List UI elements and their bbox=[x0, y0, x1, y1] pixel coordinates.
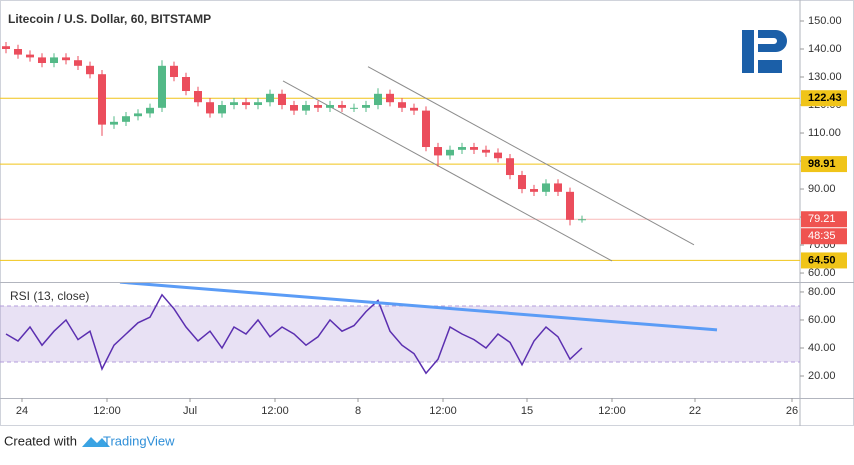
footer-prefix: Created with bbox=[4, 433, 77, 448]
x-tick-label: 12:00 bbox=[598, 405, 626, 417]
y-tick-label: 40.00 bbox=[808, 342, 836, 354]
trendline bbox=[282, 80, 613, 262]
x-tick-label: 26 bbox=[786, 405, 798, 417]
candle-body bbox=[110, 121, 118, 125]
candle-body bbox=[122, 116, 130, 122]
candle-body bbox=[374, 93, 382, 106]
x-tick-label: 15 bbox=[521, 405, 533, 417]
y-tick-label: 80.00 bbox=[808, 286, 836, 298]
y-tick-label: 90.00 bbox=[808, 183, 836, 195]
candle-body bbox=[26, 54, 34, 58]
candle-body bbox=[134, 113, 142, 117]
candle-body bbox=[38, 57, 46, 64]
candle-body bbox=[14, 49, 22, 55]
candle-body bbox=[338, 105, 346, 108]
candle-body bbox=[278, 93, 286, 106]
candle-body bbox=[254, 102, 262, 106]
y-tick-label: 60.00 bbox=[808, 267, 836, 279]
candle-body bbox=[566, 191, 574, 220]
y-tick-label: 110.00 bbox=[808, 127, 841, 139]
candle-body bbox=[206, 102, 214, 114]
candle-body bbox=[494, 152, 502, 159]
candle-body bbox=[50, 57, 58, 64]
candle-body bbox=[398, 102, 406, 108]
axes: 60.0070.0080.0090.00100.00110.00120.0013… bbox=[16, 15, 847, 417]
candle-body bbox=[350, 107, 358, 109]
y-tick-label: 140.00 bbox=[808, 43, 842, 55]
candle-body bbox=[482, 149, 490, 153]
brand-icon bbox=[82, 437, 110, 447]
candle-body bbox=[446, 149, 454, 156]
logo bbox=[742, 30, 787, 73]
candle-body bbox=[302, 105, 310, 111]
candle-body bbox=[506, 158, 514, 176]
rsi-line bbox=[5, 293, 583, 375]
candle-body bbox=[290, 105, 298, 111]
candle-body bbox=[410, 107, 418, 111]
countdown-label: 48:35 bbox=[808, 230, 836, 242]
candle-body bbox=[218, 105, 226, 114]
x-tick-label: 12:00 bbox=[261, 405, 289, 417]
trendline bbox=[367, 66, 695, 246]
rsi-band bbox=[0, 305, 800, 363]
y-tick-label: 60.00 bbox=[808, 314, 836, 326]
y-tick-label: 130.00 bbox=[808, 71, 842, 83]
candle-body bbox=[74, 60, 82, 66]
candle-body bbox=[2, 46, 10, 50]
candle-body bbox=[314, 105, 322, 108]
candle-body bbox=[170, 65, 178, 78]
candle-body bbox=[266, 93, 274, 103]
price-pane bbox=[0, 42, 800, 262]
last-price-label: 79.21 bbox=[808, 213, 836, 225]
x-tick-label: 12:00 bbox=[93, 405, 121, 417]
chart-title: Litecoin / U.S. Dollar, 60, BITSTAMP bbox=[8, 12, 211, 26]
candle-body bbox=[434, 147, 442, 156]
level-label-box bbox=[801, 252, 847, 269]
countdown-box bbox=[801, 228, 847, 245]
rsi-pane bbox=[0, 283, 800, 375]
rsi-title: RSI (13, close) bbox=[10, 289, 89, 303]
y-tick-label: 20.00 bbox=[808, 370, 836, 382]
trendline bbox=[119, 283, 718, 332]
candle-body bbox=[542, 183, 550, 192]
footer-brand: TradingView bbox=[103, 433, 175, 448]
candle-body bbox=[386, 93, 394, 103]
candle-body bbox=[194, 91, 202, 103]
candle-body bbox=[98, 74, 106, 125]
candle-body bbox=[458, 147, 466, 150]
x-tick-label: 8 bbox=[355, 405, 361, 417]
x-tick-label: 24 bbox=[16, 405, 28, 417]
y-tick-label: 150.00 bbox=[808, 15, 842, 27]
x-tick-label: 12:00 bbox=[429, 405, 457, 417]
candle-body bbox=[422, 110, 430, 148]
level-label-box bbox=[801, 90, 847, 107]
candle-body bbox=[230, 102, 238, 106]
level-label: 98.91 bbox=[808, 158, 836, 170]
last-price-box bbox=[801, 211, 847, 228]
level-label: 64.50 bbox=[808, 254, 836, 266]
candle-body bbox=[158, 65, 166, 108]
x-tick-label: 22 bbox=[689, 405, 701, 417]
x-tick-label: Jul bbox=[183, 405, 197, 417]
candle-body bbox=[362, 105, 370, 108]
candle-body bbox=[182, 77, 190, 92]
candle-body bbox=[62, 57, 70, 61]
candle-body bbox=[518, 175, 526, 190]
candle-body bbox=[470, 147, 478, 150]
candle-body bbox=[146, 107, 154, 114]
candle-body bbox=[530, 189, 538, 192]
candle-body bbox=[86, 65, 94, 75]
candle-body bbox=[554, 183, 562, 192]
level-label-box bbox=[801, 156, 847, 173]
level-label: 122.43 bbox=[808, 92, 842, 104]
candle-body bbox=[242, 102, 250, 106]
candle-body bbox=[326, 105, 334, 108]
candle-body bbox=[578, 219, 586, 221]
